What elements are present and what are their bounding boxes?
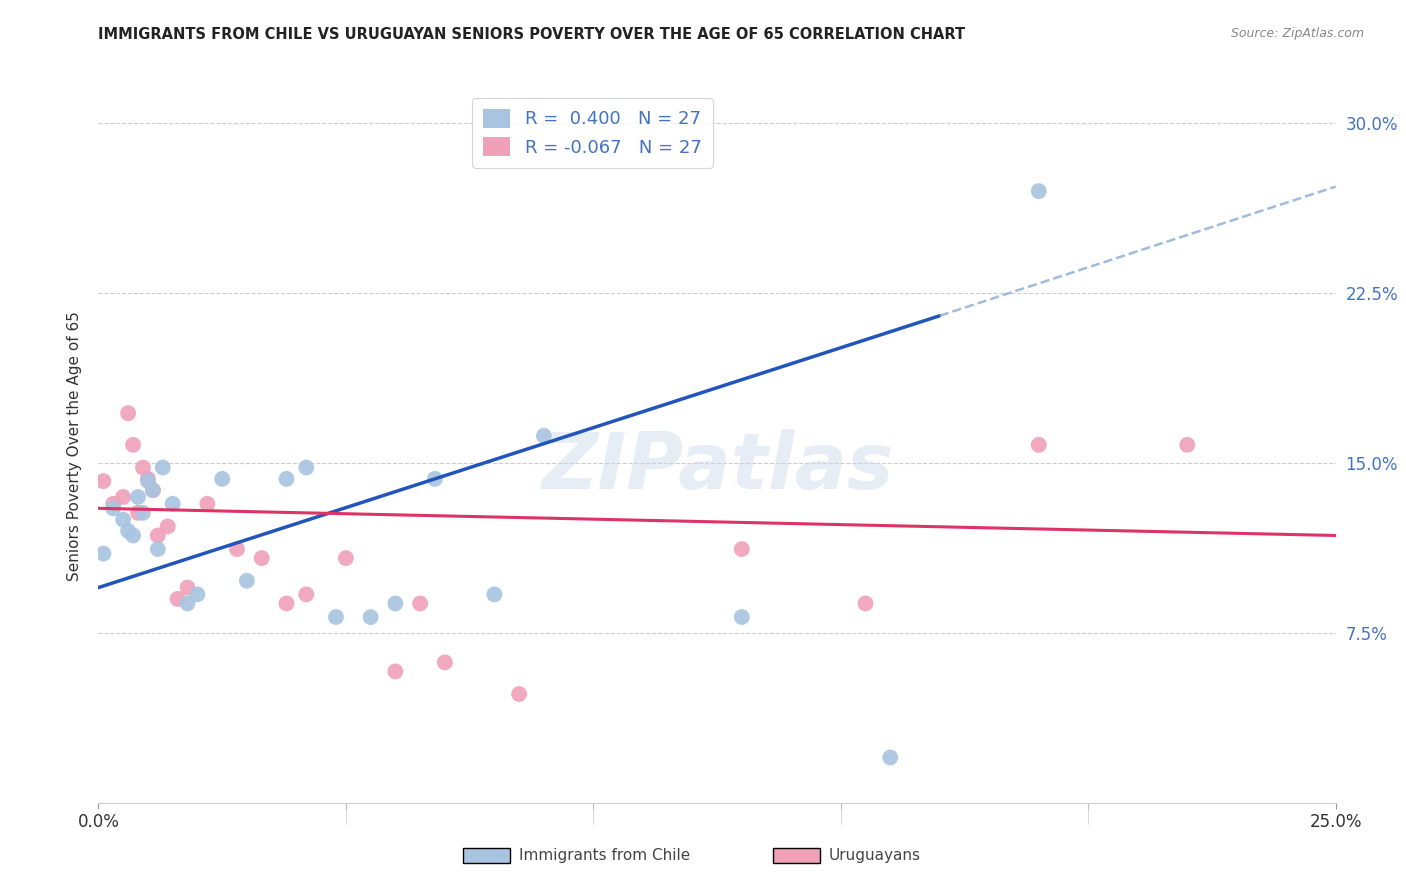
FancyBboxPatch shape bbox=[464, 847, 510, 863]
Point bbox=[423, 472, 446, 486]
Point bbox=[335, 551, 357, 566]
Point bbox=[1175, 438, 1198, 452]
Point bbox=[176, 597, 198, 611]
Text: Source: ZipAtlas.com: Source: ZipAtlas.com bbox=[1230, 27, 1364, 40]
Point bbox=[132, 506, 155, 520]
Point bbox=[103, 497, 125, 511]
Point bbox=[508, 687, 530, 701]
Point bbox=[295, 587, 318, 601]
Point bbox=[855, 597, 877, 611]
Point bbox=[122, 528, 145, 542]
Point bbox=[276, 472, 298, 486]
Point bbox=[156, 519, 179, 533]
Y-axis label: Seniors Poverty Over the Age of 65: Seniors Poverty Over the Age of 65 bbox=[66, 311, 82, 581]
Point bbox=[152, 460, 174, 475]
Point bbox=[93, 547, 115, 561]
Point bbox=[226, 542, 249, 557]
FancyBboxPatch shape bbox=[773, 847, 820, 863]
Point bbox=[295, 460, 318, 475]
Point bbox=[136, 472, 159, 486]
Point bbox=[142, 483, 165, 498]
Point bbox=[146, 542, 169, 557]
Point bbox=[176, 581, 198, 595]
Point bbox=[384, 597, 406, 611]
Point bbox=[409, 597, 432, 611]
Point bbox=[384, 665, 406, 679]
Point bbox=[117, 406, 139, 420]
Point bbox=[1028, 184, 1050, 198]
Text: Immigrants from Chile: Immigrants from Chile bbox=[519, 848, 690, 863]
Point bbox=[146, 528, 169, 542]
Point bbox=[325, 610, 347, 624]
Point bbox=[186, 587, 208, 601]
Point bbox=[112, 513, 135, 527]
Point bbox=[136, 474, 159, 488]
Text: ZIPatlas: ZIPatlas bbox=[541, 429, 893, 506]
Text: Uruguayans: Uruguayans bbox=[828, 848, 921, 863]
Point bbox=[731, 542, 754, 557]
Point bbox=[533, 429, 555, 443]
Point bbox=[1028, 438, 1050, 452]
Point bbox=[122, 438, 145, 452]
Point bbox=[142, 483, 165, 498]
Point bbox=[127, 490, 149, 504]
Point bbox=[93, 474, 115, 488]
Point bbox=[360, 610, 382, 624]
Point bbox=[276, 597, 298, 611]
Point bbox=[166, 591, 188, 606]
Point bbox=[484, 587, 506, 601]
Point bbox=[211, 472, 233, 486]
Point bbox=[132, 460, 155, 475]
Legend: R =  0.400   N = 27, R = -0.067   N = 27: R = 0.400 N = 27, R = -0.067 N = 27 bbox=[472, 98, 713, 168]
Point bbox=[879, 750, 901, 764]
Point bbox=[103, 501, 125, 516]
Point bbox=[117, 524, 139, 538]
Point bbox=[127, 506, 149, 520]
Text: IMMIGRANTS FROM CHILE VS URUGUAYAN SENIORS POVERTY OVER THE AGE OF 65 CORRELATIO: IMMIGRANTS FROM CHILE VS URUGUAYAN SENIO… bbox=[98, 27, 966, 42]
Point bbox=[433, 656, 456, 670]
Point bbox=[250, 551, 273, 566]
Point bbox=[162, 497, 184, 511]
Point bbox=[236, 574, 259, 588]
Point bbox=[195, 497, 218, 511]
Point bbox=[731, 610, 754, 624]
Point bbox=[112, 490, 135, 504]
